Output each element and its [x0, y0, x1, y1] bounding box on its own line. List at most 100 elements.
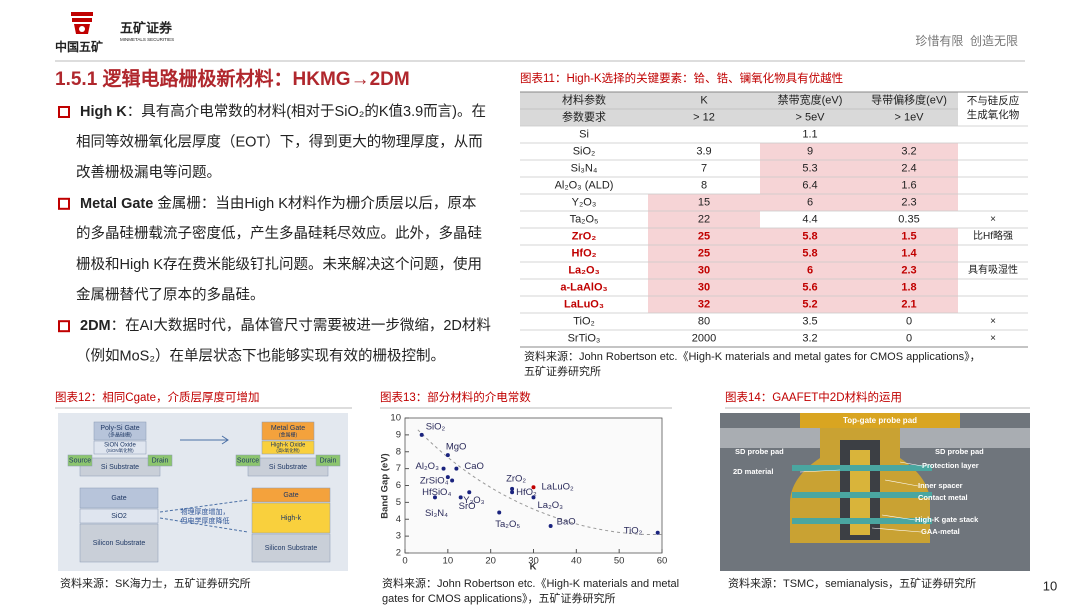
- table-cell: 6.4: [802, 179, 817, 191]
- y-tick-label: 8: [396, 446, 401, 457]
- table-cell: HfO₂: [571, 247, 596, 259]
- cell-shade: [760, 194, 860, 211]
- table-cell: 8: [701, 179, 707, 191]
- table-cell: 5.8: [802, 247, 817, 259]
- bullet-marker: [58, 197, 70, 210]
- cell-shade: [648, 245, 760, 262]
- table-cell: ×: [990, 333, 996, 344]
- source: 资料来源：TSMC，semianalysis，五矿证券研究所: [728, 576, 976, 590]
- arrow: [180, 435, 229, 445]
- x-tick-label: 20: [485, 556, 496, 567]
- bullet-label: 2DM: [80, 318, 111, 334]
- header-cell: 不与硅反应: [967, 94, 1020, 107]
- note: 但电学厚度降低: [181, 516, 230, 525]
- cell-shade: [760, 143, 860, 160]
- cell-shade: [860, 296, 958, 313]
- x-tick-label: 40: [571, 556, 582, 567]
- point-label: Si₃N₄: [425, 508, 448, 519]
- company: 中国五矿: [55, 39, 103, 54]
- header-cell: 参数要求: [562, 109, 606, 123]
- point-label: LaLuO₂: [542, 482, 575, 493]
- channel-2d: [792, 518, 932, 524]
- point-label: ZrO₂: [506, 473, 526, 484]
- table-cell: 5.8: [802, 230, 817, 242]
- x-tick-label: 50: [614, 556, 625, 567]
- point: [454, 466, 459, 471]
- layer: [79, 487, 159, 509]
- point-label: ZrSiO₄: [420, 476, 449, 487]
- point: [445, 475, 450, 480]
- table-cell: SiO₂: [573, 145, 596, 157]
- layer-label: High-k: [281, 515, 302, 522]
- layer: [79, 523, 159, 563]
- table-cell: Y₂O₃: [572, 196, 597, 208]
- table-cell: ZrO₂: [572, 230, 597, 242]
- source: 资料来源：John Robertson etc.《High-K material…: [382, 576, 679, 590]
- figure-12: 图表12：相同Cgate，介质层厚度可增加 Poly-Si Gate(多晶硅栅) S…: [55, 390, 352, 590]
- gate-label: Poly-Si Gate: [100, 425, 139, 432]
- table-cell: 具有吸湿性: [968, 263, 1018, 276]
- oxide: [261, 440, 315, 455]
- header-cell: > 1eV: [894, 111, 924, 123]
- bullet-line: 相同等效栅氧化层厚度（EOT）下，得到更大的物理厚度，从而: [76, 132, 483, 150]
- layer: [79, 508, 159, 524]
- x-tick-label: 30: [528, 556, 539, 567]
- y-tick-label: 5: [396, 497, 401, 508]
- x-axis-label: K: [530, 562, 537, 573]
- point: [655, 530, 660, 535]
- bullet-line: 改善栅极漏电等问题。: [76, 163, 221, 181]
- trend-curve: [417, 429, 663, 536]
- cell-shade: [860, 194, 958, 211]
- table-cell: a-LaAlO₃: [560, 281, 607, 293]
- point: [531, 495, 536, 500]
- label: Protection layer: [922, 461, 979, 470]
- figure-title: 图表12：相同Cgate，介质层厚度可增加: [55, 390, 259, 404]
- table-cell: 30: [698, 281, 710, 293]
- pointer: [871, 527, 922, 533]
- substrate-label: Si Substrate: [101, 464, 139, 471]
- table-cell: 2.1: [901, 298, 916, 310]
- figure-14: 图表14：GAAFET中2D材料的运用 Top-gate probe pad SD …: [720, 390, 1030, 590]
- header-cell: 禁带宽度(eV): [778, 92, 843, 106]
- cell-shade: [760, 245, 860, 262]
- oxide: [93, 440, 147, 455]
- table-cell: 15: [698, 196, 710, 208]
- table-cell: LaLuO₃: [564, 298, 604, 310]
- point-label: TiO₂: [624, 525, 643, 536]
- table-cell: 7: [701, 162, 707, 174]
- bullet-text: ：具有高介电常数的材料(相对于SiO₂的K值3.9而言)。在: [127, 103, 486, 120]
- bullet-text: 金属栅：当由High K材料作为栅介质层以后，原本: [153, 195, 476, 212]
- table-cell: 1.4: [901, 247, 917, 259]
- cell-shade: [860, 262, 958, 279]
- table-cell: 2.4: [901, 162, 916, 174]
- pointer: [799, 469, 841, 473]
- header-cell: K: [700, 94, 708, 106]
- cell-shade: [648, 279, 760, 296]
- table-cell: Si: [579, 128, 589, 140]
- channel-2d: [792, 492, 932, 498]
- table-cell: 6: [807, 264, 813, 276]
- y-tick-label: 7: [396, 463, 401, 474]
- source: [235, 454, 261, 467]
- label: Inner spacer: [918, 481, 963, 490]
- drain: [315, 454, 341, 467]
- layer-label: Gate: [111, 495, 126, 502]
- note: 物理厚度增加，: [181, 507, 230, 516]
- table-cell: 30: [698, 264, 710, 276]
- header-cell: > 12: [693, 111, 715, 123]
- label: SD probe pad: [735, 447, 784, 456]
- gate-cn: (多晶硅栅): [108, 431, 132, 438]
- oxide-cn: (高k氧化物): [276, 447, 300, 454]
- table-cell: 2000: [692, 332, 716, 344]
- table-cell: 1.5: [901, 230, 916, 242]
- cell-shade: [648, 194, 760, 211]
- table-cell: 9: [807, 145, 813, 157]
- source: 五矿证券研究所: [524, 364, 601, 378]
- point: [450, 478, 455, 483]
- cell-shade: [860, 245, 958, 262]
- table-cell: 0.35: [898, 213, 919, 225]
- x-tick-label: 0: [402, 556, 407, 567]
- table-cell: 5.2: [802, 298, 817, 310]
- table-cell: 1.6: [901, 179, 916, 191]
- table-cell: 2.3: [901, 264, 916, 276]
